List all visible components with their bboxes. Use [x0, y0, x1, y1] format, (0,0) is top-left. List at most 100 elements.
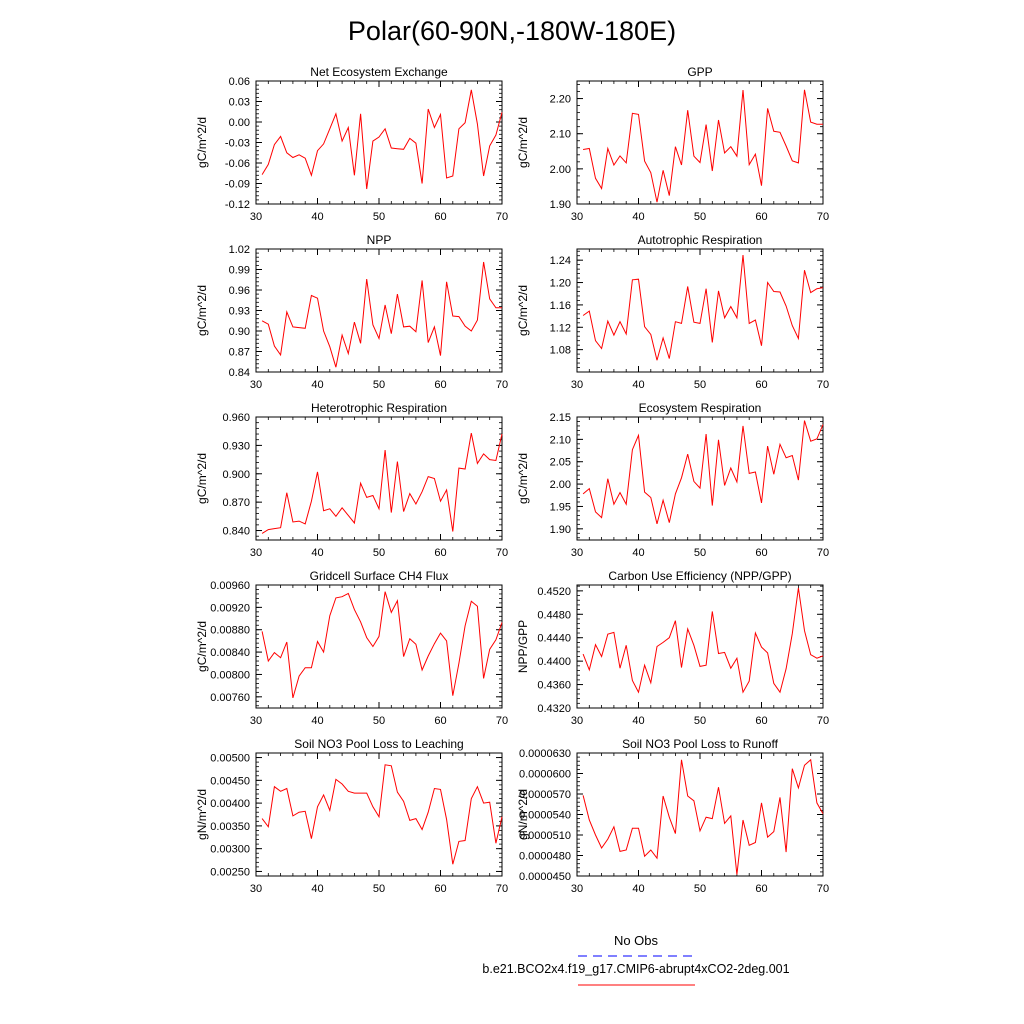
y-tick-label: 0.90 [229, 326, 250, 338]
panel-title: Autotrophic Respiration [638, 233, 763, 247]
x-tick-label: 70 [496, 883, 508, 895]
y-tick-label: 1.12 [550, 322, 571, 334]
x-tick-label: 40 [311, 211, 323, 223]
y-tick-label: 0.4400 [537, 656, 571, 668]
x-tick-label: 40 [311, 547, 323, 559]
y-tick-label: 1.08 [550, 345, 571, 357]
x-tick-label: 30 [571, 883, 583, 895]
y-tick-label: 0.00920 [210, 602, 250, 614]
panel-gridcell-surface-ch4-flux: Gridcell Surface CH4 Flux gC/m^2/d 30 40 50 6… [195, 569, 508, 727]
figure-title: Polar(60-90N,-180W-180E) [348, 16, 676, 46]
x-tick-label: 60 [434, 547, 446, 559]
y-tick-label: 0.00880 [210, 625, 250, 637]
y-tick-label: 0.99 [229, 265, 250, 277]
y-tick-label: 2.10 [550, 434, 571, 446]
y-axis-label: gC/m^2/d [516, 285, 530, 336]
x-tick-label: 70 [817, 547, 829, 559]
panel-gpp: GPP gC/m^2/d 30 40 50 60 70 1.90 2.00 2.10 2.20 [516, 65, 829, 223]
y-axis-label: NPP/GPP [516, 620, 530, 673]
x-tick-label: 60 [755, 883, 767, 895]
y-tick-label: 0.06 [229, 76, 250, 88]
plot-frame [255, 80, 503, 205]
y-tick-label: 0.840 [222, 526, 250, 538]
x-tick-label: 70 [817, 715, 829, 727]
x-tick-label: 40 [311, 883, 323, 895]
y-tick-label: 2.00 [550, 479, 571, 491]
x-tick-label: 30 [571, 715, 583, 727]
y-tick-label: 0.84 [229, 367, 250, 379]
x-tick-label: 30 [250, 211, 262, 223]
plot-frame [576, 752, 824, 877]
plot-frame [255, 248, 503, 373]
y-tick-label: 2.00 [550, 164, 571, 176]
y-tick-label: 2.10 [550, 129, 571, 141]
y-tick-label: 0.00840 [210, 647, 250, 659]
y-tick-label: 0.87 [229, 347, 250, 359]
y-tick-label: 0.0000540 [519, 810, 571, 822]
y-tick-label: 1.16 [550, 300, 571, 312]
panel-title: Ecosystem Respiration [639, 401, 762, 415]
y-tick-label: 1.24 [550, 255, 571, 267]
y-tick-label: 1.02 [229, 244, 250, 256]
y-tick-label: 0.0000510 [519, 830, 571, 842]
y-tick-label: 2.20 [550, 94, 571, 106]
y-tick-label: 0.00760 [210, 692, 250, 704]
x-tick-label: 50 [373, 211, 385, 223]
x-tick-label: 70 [496, 379, 508, 391]
x-tick-label: 50 [694, 379, 706, 391]
panel-title: Carbon Use Efficiency (NPP/GPP) [608, 569, 791, 583]
series-line-npp [261, 261, 502, 368]
y-tick-label: 0.0000570 [519, 789, 571, 801]
y-axis-label: gN/m^2/d [195, 789, 209, 840]
series-line-gpp [583, 89, 823, 203]
y-tick-label: 0.00250 [210, 866, 250, 878]
legend: No Obs b.e21.BCO2x4.f19_g17.CMIP6-abrupt… [482, 933, 790, 986]
panel-title: GPP [687, 65, 712, 79]
x-tick-label: 70 [817, 379, 829, 391]
y-tick-label: 0.00350 [210, 821, 250, 833]
x-tick-label: 40 [632, 547, 644, 559]
y-tick-label: 0.00 [229, 117, 250, 129]
y-tick-label: 1.90 [550, 199, 571, 211]
y-tick-label: 0.00400 [210, 798, 250, 810]
panel-autotrophic-respiration: Autotrophic Respiration gC/m^2/d 30 40 50 60 7… [516, 233, 829, 391]
x-tick-label: 60 [434, 715, 446, 727]
panel-carbon-use-efficiency-npp-gpp: Carbon Use Efficiency (NPP/GPP) NPP/GPP 30… [516, 569, 829, 727]
y-axis-label: gN/m^2/d [516, 789, 530, 840]
x-tick-label: 30 [250, 715, 262, 727]
x-tick-label: 60 [434, 379, 446, 391]
panel-heterotrophic-respiration: Heterotrophic Respiration gC/m^2/d 30 40 50 6… [195, 401, 508, 559]
y-tick-label: 0.93 [229, 306, 250, 318]
x-tick-label: 50 [373, 379, 385, 391]
y-tick-label: 0.00450 [210, 775, 250, 787]
x-tick-label: 50 [694, 883, 706, 895]
y-tick-label: 0.0000630 [519, 748, 571, 760]
x-tick-label: 70 [817, 211, 829, 223]
y-tick-label: 0.930 [222, 440, 250, 452]
plot-frame [255, 584, 503, 709]
y-tick-label: 0.4360 [537, 680, 571, 692]
x-tick-label: 60 [434, 883, 446, 895]
x-tick-label: 60 [755, 715, 767, 727]
y-tick-label: 2.05 [550, 457, 571, 469]
x-tick-label: 40 [632, 883, 644, 895]
y-tick-label: -0.03 [225, 138, 250, 150]
panel-soil-no3-pool-loss-to-runoff: Soil NO3 Pool Loss to Runoff gN/m^2/d 30 40… [516, 737, 829, 895]
series-line-ecosystem-respiration [582, 420, 824, 525]
x-tick-label: 70 [817, 883, 829, 895]
series-line-net-ecosystem-exchange [261, 89, 503, 190]
y-axis-label: gC/m^2/d [195, 285, 209, 336]
y-tick-label: 0.00800 [210, 669, 250, 681]
x-tick-label: 30 [571, 211, 583, 223]
x-tick-label: 50 [694, 715, 706, 727]
y-tick-label: 0.00960 [210, 580, 250, 592]
y-tick-label: 0.96 [229, 285, 250, 297]
x-tick-label: 50 [373, 883, 385, 895]
y-tick-label: 0.900 [222, 469, 250, 481]
panel-title: Soil NO3 Pool Loss to Runoff [622, 737, 779, 751]
panel-title: Net Ecosystem Exchange [310, 65, 448, 79]
y-axis-label: gC/m^2/d [195, 621, 209, 672]
y-tick-label: 1.90 [550, 524, 571, 536]
y-tick-label: 0.4480 [537, 609, 571, 621]
